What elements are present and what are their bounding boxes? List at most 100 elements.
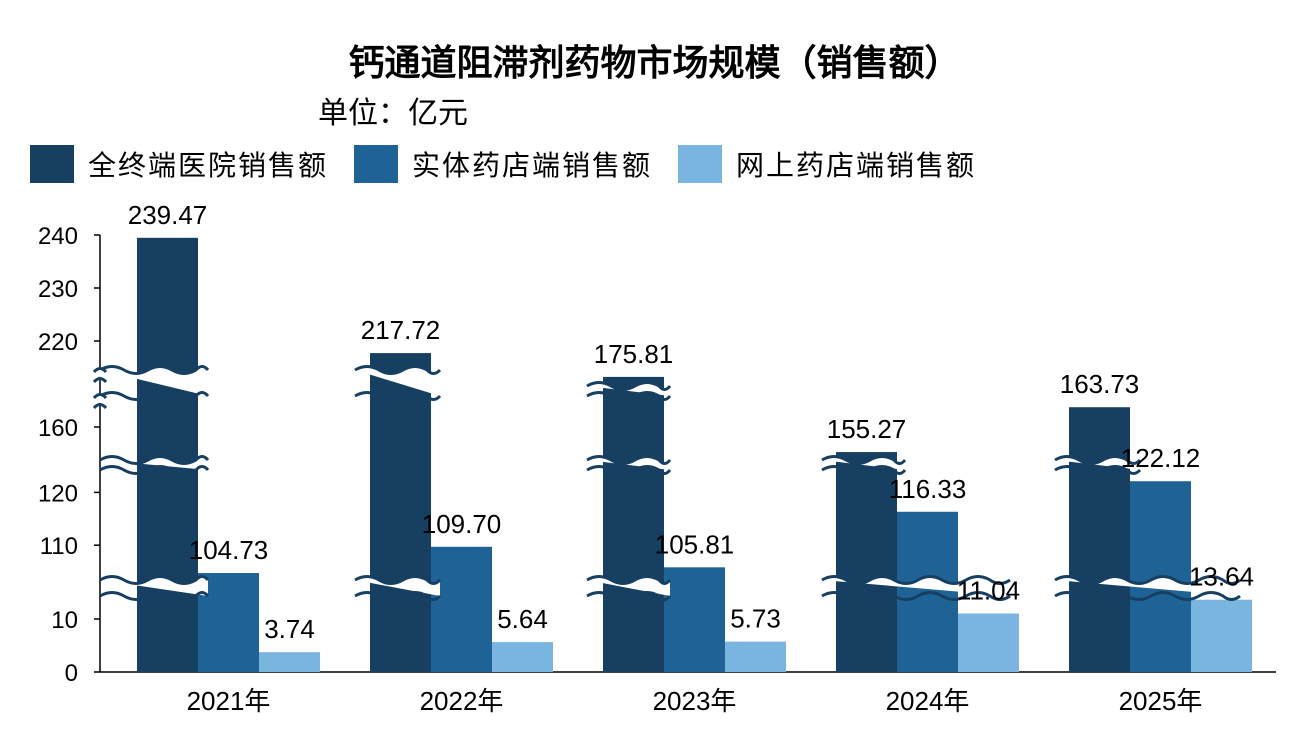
data-label: 217.72 bbox=[361, 315, 441, 345]
axis-break-edge bbox=[354, 575, 442, 585]
axis-break-edge bbox=[586, 465, 672, 475]
data-label: 116.33 bbox=[889, 474, 967, 504]
bar bbox=[370, 353, 431, 672]
bar bbox=[725, 641, 786, 672]
axis-break-edge bbox=[99, 575, 210, 585]
x-tick-label: 2021年 bbox=[187, 686, 271, 716]
axis-break-edge bbox=[99, 455, 210, 465]
axis-break-edge bbox=[354, 365, 442, 375]
axis-break-edge bbox=[1054, 465, 1142, 475]
data-label: 3.74 bbox=[264, 614, 315, 644]
data-label: 105.81 bbox=[655, 529, 735, 559]
data-label: 175.81 bbox=[594, 339, 674, 369]
axis-break-mark bbox=[586, 575, 672, 601]
axis-break-edge bbox=[354, 591, 442, 601]
chart-title: 钙通道阻滞剂药物市场规模（销售额） bbox=[348, 42, 961, 84]
legend: 全终端医院销售额 实体药店端销售额 网上药店端销售额 bbox=[30, 142, 1002, 186]
data-label: 5.73 bbox=[730, 604, 781, 634]
bar bbox=[603, 376, 664, 672]
axis-break-edge bbox=[99, 391, 210, 401]
legend-item-retail: 实体药店端销售额 bbox=[354, 144, 652, 184]
axis-break-edge bbox=[586, 575, 672, 585]
axis-break-fill bbox=[355, 576, 440, 596]
axis-break-fill bbox=[355, 366, 440, 396]
axis-break-edge bbox=[1054, 455, 1142, 465]
y-tick-label: 110 bbox=[40, 533, 78, 560]
x-tick-label: 2024年 bbox=[886, 686, 970, 716]
data-label: 239.47 bbox=[128, 200, 208, 230]
axis-break-mark bbox=[99, 365, 210, 401]
axis-break-edge bbox=[92, 367, 108, 374]
y-tick-label: 120 bbox=[38, 480, 78, 507]
bar bbox=[1069, 407, 1130, 672]
axis-break-mark bbox=[821, 575, 1011, 601]
axis-break-edge bbox=[1054, 575, 1241, 585]
axis-break-mark bbox=[1054, 455, 1142, 475]
axis-break-mark bbox=[99, 575, 210, 601]
legend-swatch-retail bbox=[354, 145, 399, 183]
legend-label-hospital: 全终端医院销售额 bbox=[88, 149, 329, 182]
axis-break-edge bbox=[1054, 591, 1241, 601]
data-label: 5.64 bbox=[497, 604, 548, 634]
axis-break-mark bbox=[821, 455, 907, 475]
axis-break-edge bbox=[99, 365, 210, 375]
y-tick-label: 220 bbox=[38, 329, 78, 356]
axis-break-edge bbox=[92, 377, 108, 384]
axis-break-mark bbox=[354, 575, 442, 601]
axis-break-edge bbox=[99, 465, 210, 475]
data-label: 122.12 bbox=[1121, 443, 1201, 473]
data-label: 11.04 bbox=[957, 575, 1020, 605]
axis-break-edge bbox=[92, 403, 108, 410]
bar bbox=[431, 546, 492, 672]
legend-swatch-hospital bbox=[30, 145, 74, 183]
axis-break-mark bbox=[354, 365, 442, 401]
axis-break-edge bbox=[821, 455, 907, 465]
axis-break-edge bbox=[821, 465, 907, 475]
legend-item-online: 网上药店端销售额 bbox=[678, 144, 976, 184]
axis-break-edge bbox=[99, 591, 210, 601]
axis-break-edge bbox=[586, 381, 672, 391]
axis-break-edge bbox=[586, 455, 672, 465]
axis-break-edge bbox=[92, 393, 108, 400]
axis-break-edge bbox=[586, 391, 672, 401]
axis-break-mark bbox=[92, 367, 108, 384]
legend-swatch-online bbox=[678, 145, 723, 183]
data-label: 13.64 bbox=[1189, 562, 1254, 592]
y-tick-label: 240 bbox=[38, 223, 78, 250]
bar bbox=[198, 573, 259, 672]
axis-break-mark bbox=[586, 381, 672, 401]
data-label: 109.70 bbox=[422, 509, 502, 539]
bar bbox=[259, 652, 320, 672]
y-tick-label: 10 bbox=[51, 607, 78, 634]
axis-break-mark bbox=[586, 455, 672, 475]
axis-break-mark bbox=[1054, 575, 1241, 601]
axis-break-fill bbox=[100, 456, 208, 470]
data-label: 163.73 bbox=[1060, 369, 1140, 399]
data-label: 155.27 bbox=[827, 414, 907, 444]
bar bbox=[664, 567, 725, 672]
x-tick-label: 2025年 bbox=[1119, 686, 1203, 716]
axis-break-edge bbox=[821, 591, 1011, 601]
axis-break-edge bbox=[354, 391, 442, 401]
axis-break-edge bbox=[586, 591, 672, 601]
bar bbox=[958, 613, 1019, 672]
bar bbox=[492, 642, 553, 672]
data-label: 104.73 bbox=[189, 535, 269, 565]
legend-label-retail: 实体药店端销售额 bbox=[412, 149, 653, 182]
x-tick-label: 2022年 bbox=[420, 686, 504, 716]
axis-break-fill bbox=[100, 576, 208, 596]
y-tick-label: 160 bbox=[38, 415, 78, 442]
legend-item-hospital: 全终端医院销售额 bbox=[30, 144, 328, 184]
legend-label-online: 网上药店端销售额 bbox=[736, 149, 977, 182]
axis-break-edge bbox=[821, 575, 1011, 585]
y-tick-label: 230 bbox=[38, 276, 78, 303]
bar bbox=[1191, 599, 1252, 672]
chart-unit-label: 单位：亿元 bbox=[318, 96, 468, 131]
axis-break-mark bbox=[99, 455, 210, 475]
y-tick-label: 0 bbox=[65, 660, 78, 687]
bar bbox=[836, 452, 897, 672]
bar bbox=[137, 237, 198, 672]
axis-break-mark bbox=[92, 393, 108, 410]
x-tick-label: 2023年 bbox=[653, 686, 737, 716]
